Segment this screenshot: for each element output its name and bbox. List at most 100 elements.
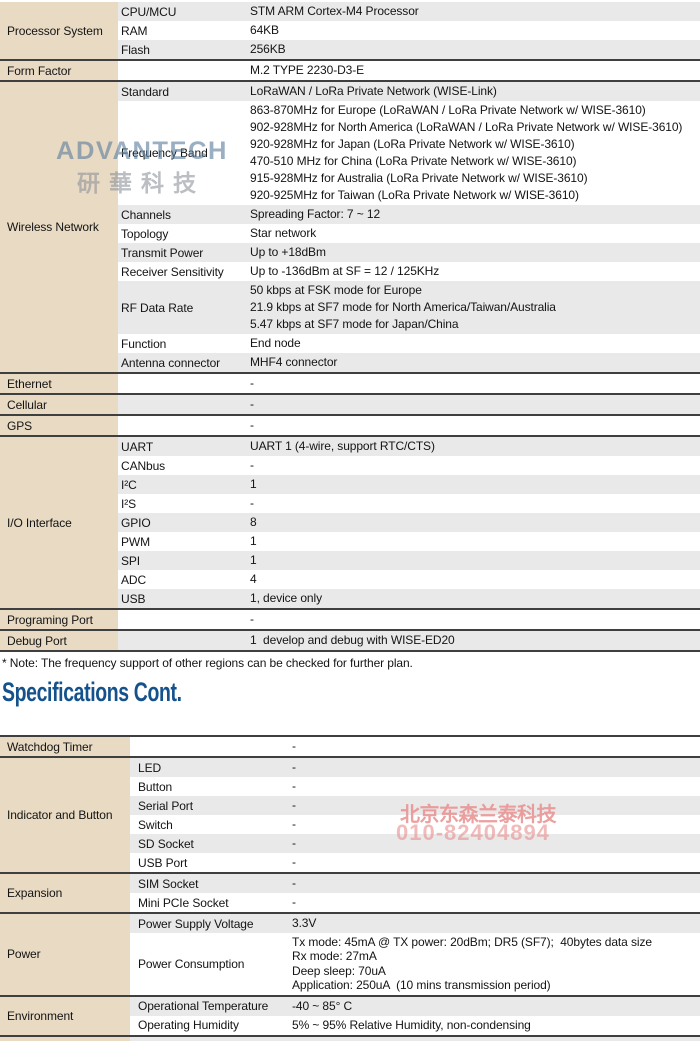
spec-row: PWM 1 <box>118 532 700 551</box>
spec-row: I²C 1 <box>118 475 700 494</box>
spec-row: USB 1, device only <box>118 589 700 608</box>
spec-item-label: Serial Port <box>138 798 193 813</box>
spec-row: Button - <box>130 777 700 796</box>
spec-rows: M.2 TYPE 2230-D3-E <box>118 61 700 80</box>
spec-item-label: Power Supply Voltage <box>138 916 254 931</box>
spec-item-label: USB <box>121 591 146 606</box>
spec-row: CPU/MCU STM ARM Cortex-M4 Processor <box>118 2 700 21</box>
spec-item-value: - <box>250 418 254 432</box>
spec-item-label: Mini PCIe Socket <box>138 895 229 910</box>
spec-item-value: Tx mode: 45mA @ TX power: 20dBm; DR5 (SF… <box>292 935 652 993</box>
spec-row: SD Socket - <box>130 834 700 853</box>
spec-item-value: Up to +18dBm <box>250 245 326 259</box>
spec-item-label: Function <box>121 336 167 351</box>
spec-item-value: - <box>250 376 254 390</box>
spec-item-value: 1 <box>250 534 257 548</box>
spec-category-label: I/O Interface <box>0 437 118 608</box>
spec-item-value: - <box>292 895 296 909</box>
spec-category-label: Watchdog Timer <box>0 737 130 756</box>
spec-item-value: 256KB <box>250 42 286 56</box>
spec-item-value: 1 <box>250 477 257 491</box>
spec-item-label: Receiver Sensitivity <box>121 264 224 279</box>
spec-rows: - <box>118 610 700 629</box>
spec-item-label: PWM <box>121 534 151 549</box>
spec-row: USB Port - <box>130 853 700 872</box>
spec-item-value: - <box>292 876 296 890</box>
spec-item-value: - <box>250 458 254 472</box>
spec-item-label: RAM <box>121 23 148 38</box>
spec-table-1: Processor System CPU/MCU STM ARM Cortex-M4… <box>0 2 700 652</box>
spec-group-form-factor: Form Factor M.2 TYPE 2230-D3-E <box>0 59 700 80</box>
spec-group-wireless-network: Wireless Network Standard LoRaWAN / LoRa P… <box>0 80 700 372</box>
spec-item-label: CANbus <box>121 458 166 473</box>
spec-item-value: -40 ~ 85° C <box>292 998 353 1013</box>
spec-item-value: - <box>292 836 296 850</box>
spec-item-label <box>118 383 248 385</box>
spec-row: Receiver Sensitivity Up to -136dBm at SF … <box>118 262 700 281</box>
spec-item-value: M.2 TYPE 2230-D3-E <box>250 63 365 77</box>
spec-row: Operating Humidity 5% ~ 95% Relative Humi… <box>130 1016 700 1035</box>
spec-item-label: SD Socket <box>138 836 194 851</box>
spec-rows: - <box>118 416 700 435</box>
spec-group-environment: Environment Operational Temperature -40 ~ … <box>0 994 700 1035</box>
spec-category-label: Ethernet <box>0 374 118 393</box>
section-title: Specifications Cont. <box>2 677 700 709</box>
spec-row: Mini PCIe Socket - <box>130 893 700 912</box>
spec-rows: CPU/MCU STM ARM Cortex-M4 Processor RAM 64K… <box>118 2 700 59</box>
spec-item-label: ADC <box>121 572 147 587</box>
spec-item-value: 863-870MHz for Europe (LoRaWAN / LoRa Pr… <box>250 103 683 202</box>
spec-row: - <box>118 416 700 435</box>
spec-item-label <box>118 404 248 406</box>
spec-item-value: Spreading Factor: 7 ~ 12 <box>250 207 381 221</box>
spec-group-indicator-and-button: Indicator and Button LED - Button - Serial Po… <box>0 756 700 872</box>
spec-item-label: UART <box>121 439 154 454</box>
spec-row: RF Data Rate 50 kbps at FSK mode for Euro… <box>118 281 700 334</box>
spec-row: UART UART 1 (4-wire, support RTC/CTS) <box>118 437 700 456</box>
spec-item-value: Up to -136dBm at SF = 12 / 125KHz <box>250 264 440 278</box>
spec-item-value: End node <box>250 336 301 350</box>
spec-group-power: Power Power Supply Voltage 3.3V Power Consu… <box>0 912 700 995</box>
spec-category-label: Form Factor <box>0 61 118 80</box>
spec-item-label <box>118 640 248 642</box>
spec-item-label: SPI <box>121 553 141 568</box>
spec-item-label: Frequency Band <box>121 146 208 160</box>
spec-table-2: Watchdog Timer - Indicator and Button LED - B… <box>0 735 700 1041</box>
spec-item-value: - <box>250 612 254 626</box>
spec-item-label: SIM Socket <box>138 876 199 891</box>
spec-item-label: I²C <box>121 477 137 492</box>
spec-row: LED - <box>130 758 700 777</box>
spec-item-label: Antenna connector <box>121 355 221 370</box>
spec-row: Serial Port - <box>130 796 700 815</box>
spec-category-label: Wireless Network <box>0 82 118 372</box>
spec-rows: Power Supply Voltage 3.3V Power Consumptio… <box>130 914 700 995</box>
spec-row: Switch - <box>130 815 700 834</box>
spec-item-value: - <box>292 779 296 793</box>
spec-category-label: Cellular <box>0 395 118 414</box>
spec-row: Antenna connector MHF4 connector <box>118 353 700 372</box>
spec-item-value: Star network <box>250 226 317 240</box>
spec-group-watchdog-timer: Watchdog Timer - <box>0 737 700 756</box>
frequency-note: * Note: The frequency support of other r… <box>2 656 413 670</box>
spec-item-value: 50 kbps at FSK mode for Europe 21.9 kbps… <box>250 283 556 331</box>
spec-row: Channels Spreading Factor: 7 ~ 12 <box>118 205 700 224</box>
spec-group-mechanical: MechanicalDimensions (W x D)22 x 30 mmMo… <box>0 1034 700 1041</box>
spec-item-value: LoRaWAN / LoRa Private Network (WISE-Lin… <box>250 84 497 98</box>
spec-item-label: I²S <box>121 496 137 511</box>
section-title-text: Specifications Cont. <box>2 677 182 707</box>
spec-item-label: Power Consumption <box>138 956 245 971</box>
spec-item-value: 1 <box>250 553 257 567</box>
spec-item-label: Topology <box>121 226 169 241</box>
spec-item-label: Button <box>138 779 173 794</box>
spec-row: Flash 256KB <box>118 40 700 59</box>
spec-row: Power Consumption Tx mode: 45mA @ TX powe… <box>130 933 700 995</box>
spec-item-value: - <box>292 739 296 753</box>
spec-category-label: GPS <box>0 416 118 435</box>
spec-group-expansion: Expansion SIM Socket - Mini PCIe Socket - <box>0 872 700 912</box>
spec-row: Topology Star network <box>118 224 700 243</box>
spec-item-value: - <box>292 798 296 812</box>
spec-row: ADC 4 <box>118 570 700 589</box>
spec-row: Transmit Power Up to +18dBm <box>118 243 700 262</box>
spec-item-label <box>118 619 248 621</box>
spec-item-value: 22 x 30 mm <box>290 1037 700 1041</box>
spec-item-value: 5% ~ 95% Relative Humidity, non-condensi… <box>292 1017 531 1032</box>
